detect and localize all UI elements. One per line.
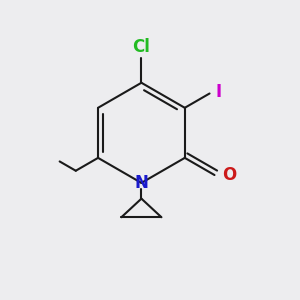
Text: O: O <box>222 166 236 184</box>
Text: N: N <box>134 174 148 192</box>
Text: Cl: Cl <box>133 38 150 56</box>
Text: I: I <box>216 83 222 101</box>
